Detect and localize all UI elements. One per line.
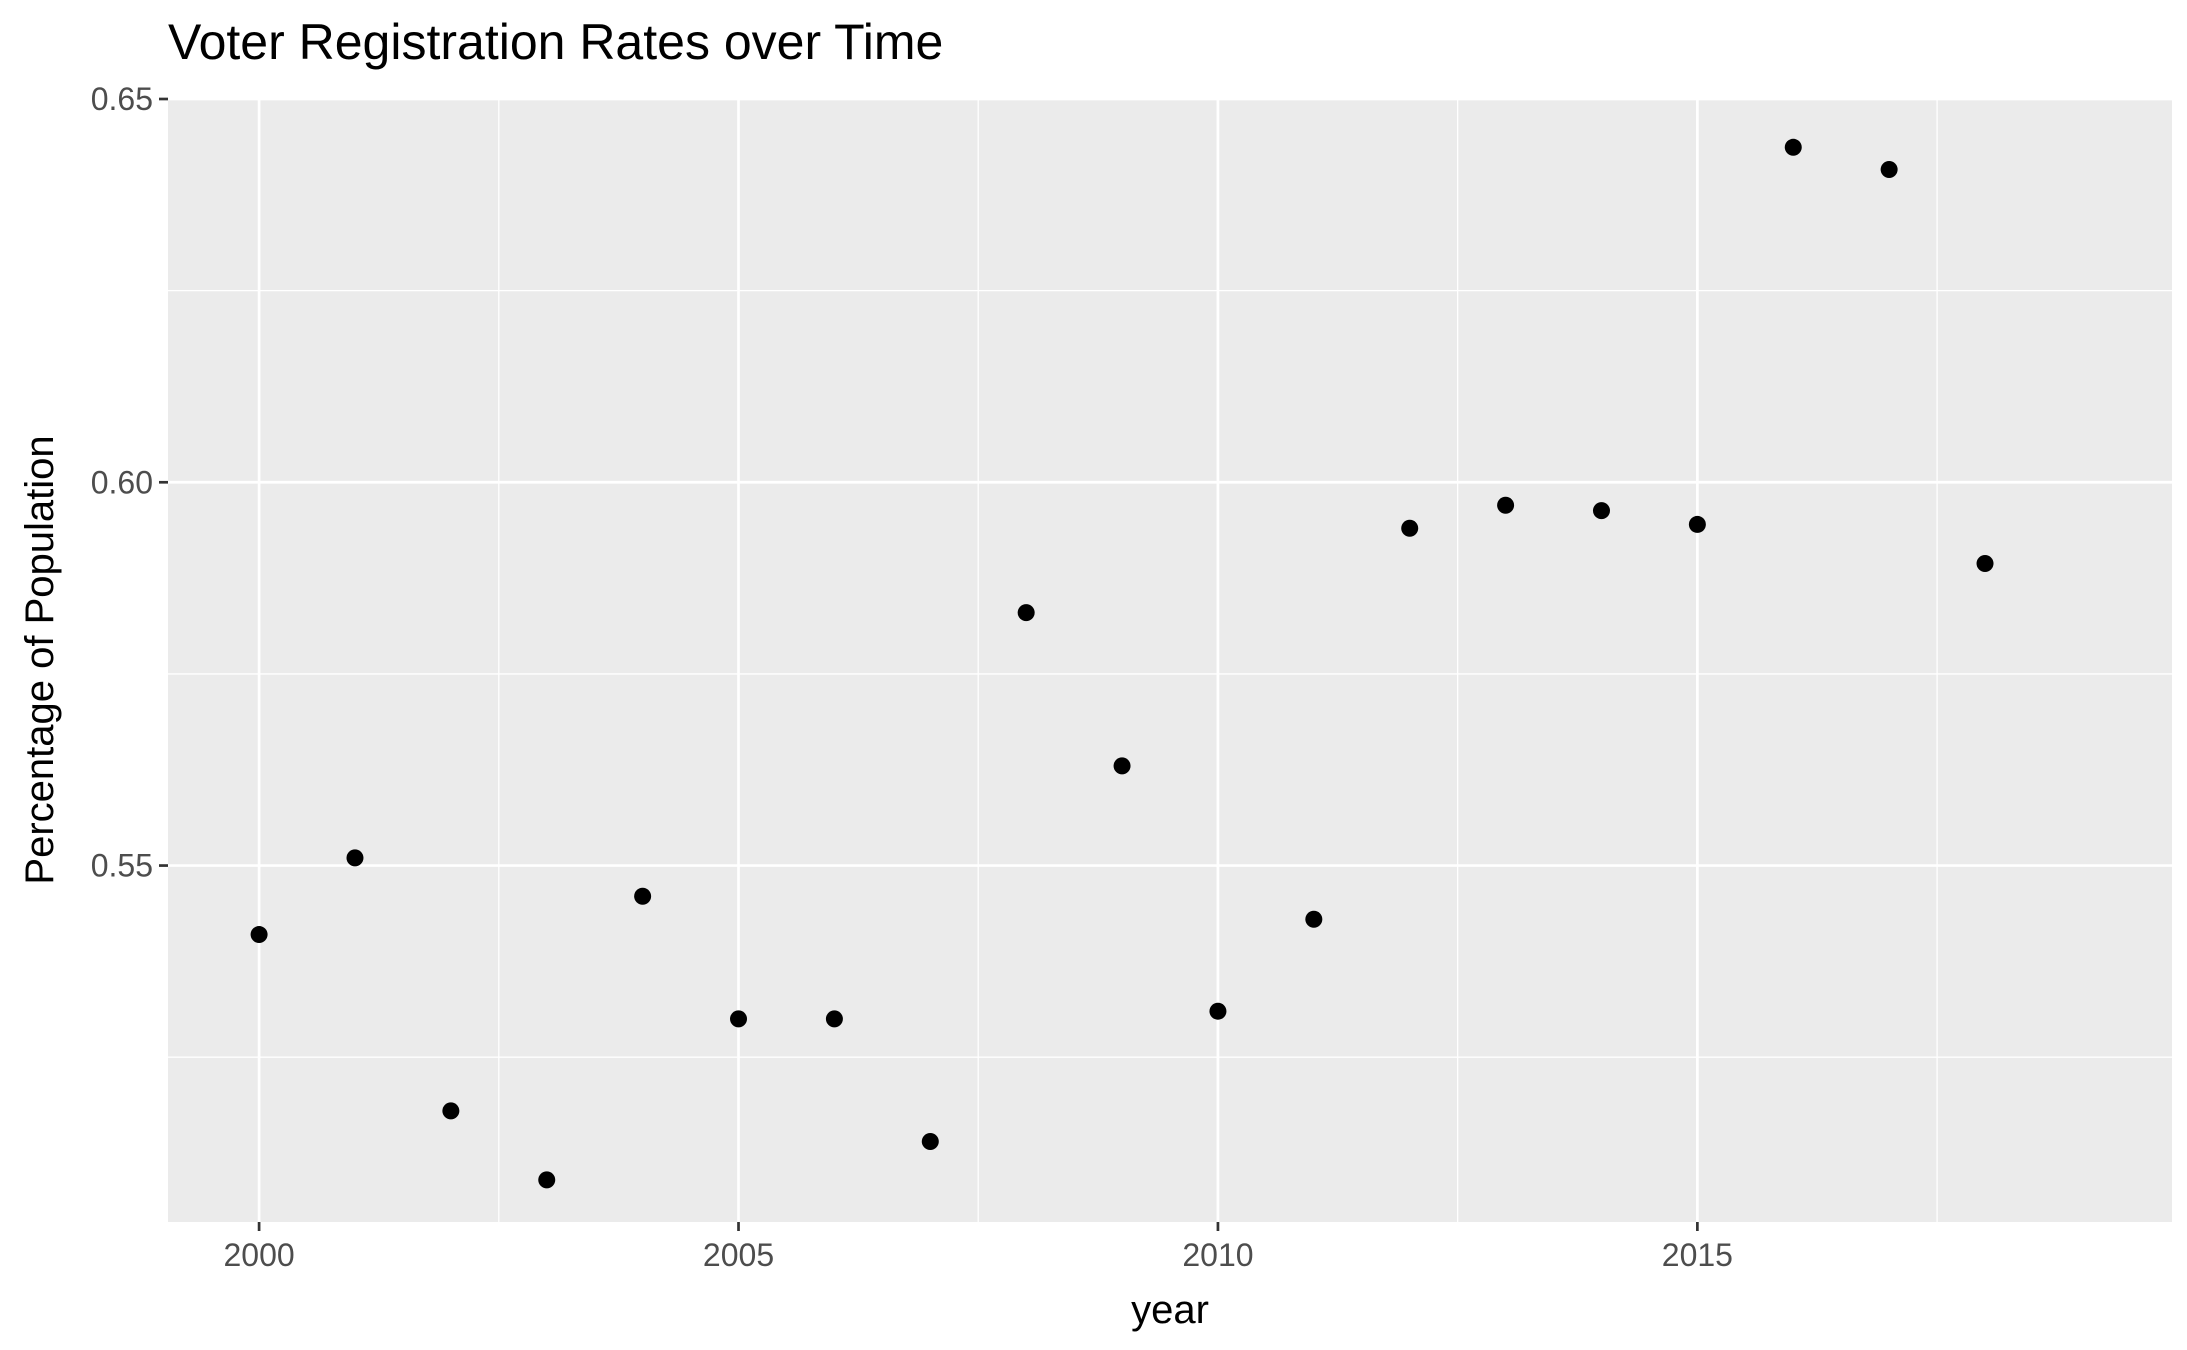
data-point <box>1209 1002 1227 1020</box>
data-point <box>1017 604 1035 622</box>
plot-panel <box>168 99 2172 1222</box>
chart-title: Voter Registration Rates over Time <box>168 14 943 70</box>
data-point <box>442 1102 460 1120</box>
data-point <box>1305 910 1323 928</box>
x-tick-label: 2000 <box>223 1237 294 1273</box>
y-tick-label: 0.55 <box>91 848 153 884</box>
x-tick-label: 2005 <box>703 1237 774 1273</box>
y-axis: 0.55 0.60 0.65 <box>91 81 168 884</box>
data-point <box>1784 138 1802 156</box>
x-tick-label: 2015 <box>1662 1237 1733 1273</box>
x-tick-label: 2010 <box>1182 1237 1253 1273</box>
data-point <box>1688 515 1706 533</box>
minor-grid <box>168 99 2172 1222</box>
data-point <box>1592 502 1610 520</box>
data-point <box>730 1010 748 1028</box>
data-point <box>921 1133 939 1151</box>
data-point <box>634 887 652 905</box>
data-point <box>1113 757 1131 775</box>
y-axis-title: Percentage of Population <box>18 435 62 884</box>
data-point <box>1401 519 1419 537</box>
x-axis: 2000 2005 2010 2015 <box>223 1222 1733 1273</box>
x-axis-title: year <box>1131 1288 1209 1332</box>
data-point <box>1880 161 1898 179</box>
data-points <box>250 138 1994 1189</box>
data-point <box>346 849 364 867</box>
data-point <box>825 1010 843 1028</box>
data-point <box>1497 496 1515 514</box>
data-point <box>1976 555 1994 573</box>
major-grid <box>168 97 2172 1222</box>
data-point <box>250 926 268 944</box>
data-point <box>538 1171 556 1189</box>
y-tick-label: 0.60 <box>91 464 153 500</box>
y-tick-label: 0.65 <box>91 81 153 117</box>
